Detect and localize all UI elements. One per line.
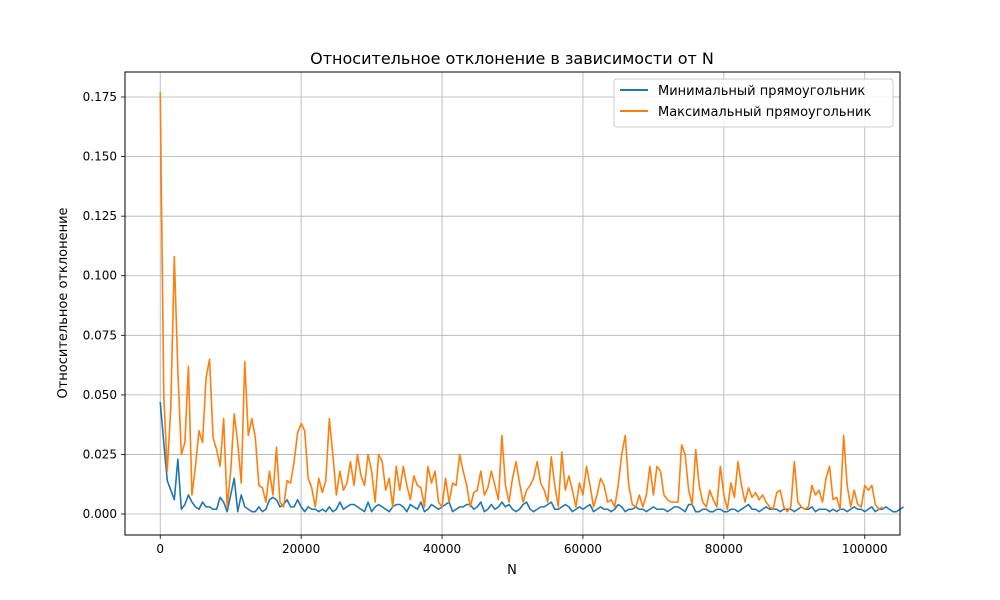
y-tick-label: 0.025	[83, 447, 117, 461]
y-tick-label: 0.100	[83, 269, 117, 283]
x-tick-label: 80000	[705, 542, 743, 556]
y-tick-label: 0.075	[83, 328, 117, 342]
axes-frame	[124, 71, 901, 536]
chart-title: Относительное отклонение в зависимости о…	[310, 49, 714, 68]
x-tick-label: 0	[156, 542, 164, 556]
y-axis-label: Относительное отклонение	[56, 207, 71, 398]
y-tick-label: 0.050	[83, 388, 117, 402]
legend: Минимальный прямоугольник Максимальный п…	[613, 78, 894, 128]
y-tick-label: 0.000	[83, 507, 117, 521]
y-tick-label: 0.125	[83, 209, 117, 223]
y-tick-label: 0.150	[83, 150, 117, 164]
x-tick-label: 100000	[842, 542, 888, 556]
x-tick-label: 40000	[423, 542, 461, 556]
x-tick-label: 20000	[282, 542, 320, 556]
y-axis: 0.000 0.025 0.050 0.075 0.100 0.125 0.150 0.175	[83, 90, 125, 521]
x-axis: 0 20000 40000 60000 80000 100000	[156, 535, 888, 556]
grid	[125, 72, 900, 535]
x-axis-label: N	[507, 563, 517, 578]
legend-label-min: Минимальный прямоугольник	[658, 84, 865, 99]
x-tick-label: 60000	[564, 542, 602, 556]
y-tick-label: 0.175	[83, 90, 117, 104]
series-line-max-rectangle	[159, 92, 883, 513]
series-group	[159, 92, 904, 513]
legend-label-max: Максимальный прямоугольник	[658, 105, 871, 120]
legend-box	[613, 78, 894, 128]
